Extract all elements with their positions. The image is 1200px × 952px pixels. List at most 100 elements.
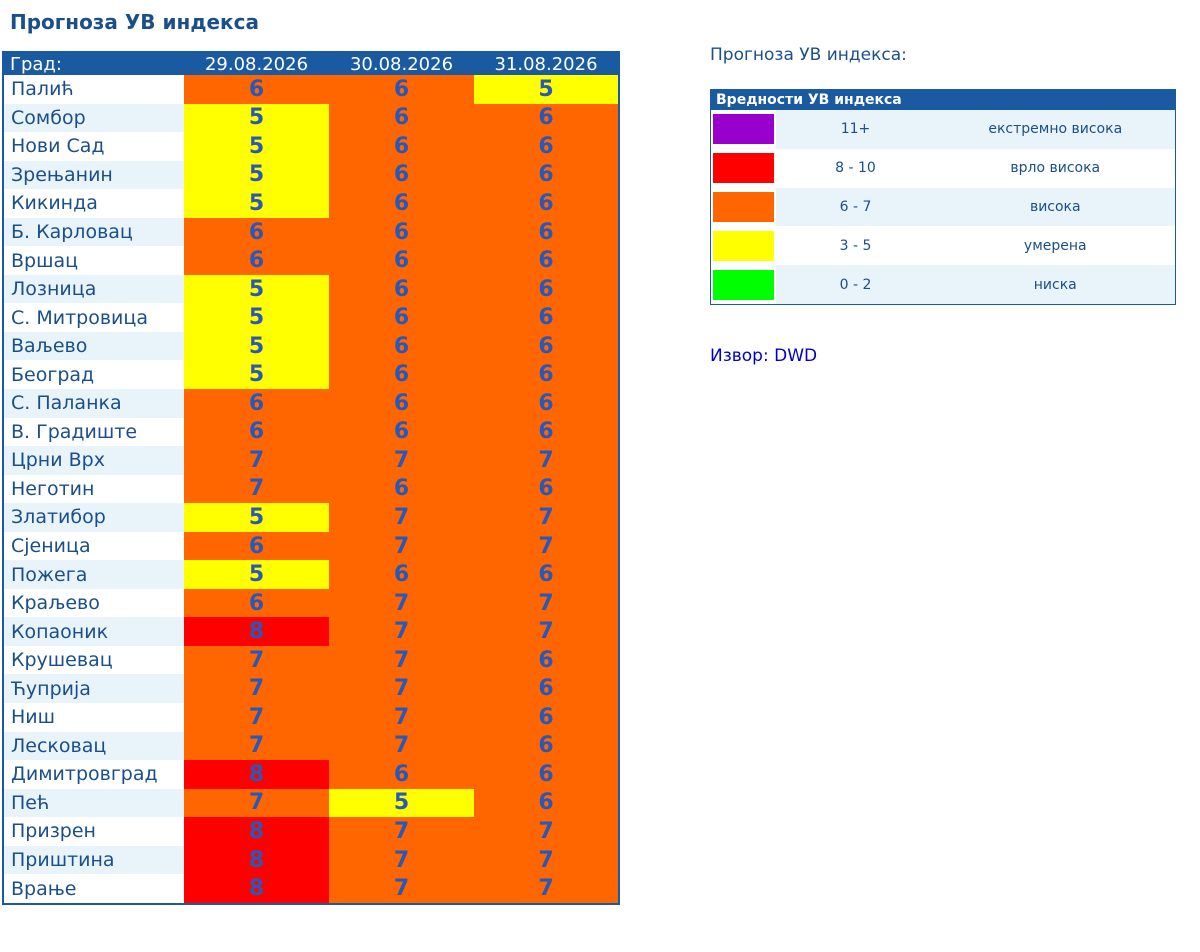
city-name: Златибор	[3, 503, 184, 532]
legend-label: умерена	[935, 226, 1176, 266]
table-row: Кикинда 5 6 6	[3, 189, 619, 218]
uv-value-cell: 7	[184, 474, 329, 504]
uv-value-cell: 7	[329, 617, 474, 646]
legend-table-body: 11+ екстремно висока 8 - 10 врло висока 6 - …	[711, 110, 1176, 305]
uv-value-cell: 6	[329, 189, 474, 218]
uv-value-cell: 6	[184, 75, 329, 104]
uv-value-cell: 7	[329, 588, 474, 618]
city-name: Приштина	[3, 845, 184, 875]
table-row: Зрењанин 5 6 6	[3, 160, 619, 190]
city-name: Лесковац	[3, 731, 184, 761]
uv-value-cell: 7	[329, 874, 474, 904]
city-name: Београд	[3, 360, 184, 390]
uv-value-cell: 7	[184, 674, 329, 704]
uv-value-cell: 6	[474, 189, 619, 218]
table-row: Пожега 5 6 6	[3, 560, 619, 589]
uv-value-cell: 5	[184, 503, 329, 532]
uv-value-cell: 7	[184, 446, 329, 475]
uv-value-cell: 6	[329, 331, 474, 361]
uv-value-cell: 6	[329, 360, 474, 390]
uv-value-cell: 6	[184, 531, 329, 561]
uv-value-cell: 6	[474, 474, 619, 504]
table-row: Ниш 7 7 6	[3, 703, 619, 732]
table-row: Лесковац 7 7 6	[3, 731, 619, 761]
uv-value-cell: 7	[329, 845, 474, 875]
uv-value-cell: 7	[474, 817, 619, 846]
uv-value-cell: 5	[184, 274, 329, 304]
color-swatch	[713, 230, 774, 261]
city-name: Б. Карловац	[3, 217, 184, 247]
uv-value-cell: 8	[184, 845, 329, 875]
legend-row: 8 - 10 врло висока	[711, 148, 1176, 188]
legend-row: 0 - 2 ниска	[711, 265, 1176, 305]
uv-value-cell: 7	[474, 874, 619, 904]
uv-value-cell: 5	[184, 360, 329, 390]
uv-value-cell: 6	[474, 246, 619, 275]
table-row: С. Паланка 6 6 6	[3, 389, 619, 418]
uv-value-cell: 6	[184, 417, 329, 447]
uv-value-cell: 7	[329, 645, 474, 675]
uv-value-cell: 6	[329, 75, 474, 104]
uv-value-cell: 5	[184, 331, 329, 361]
city-name: Врање	[3, 874, 184, 904]
uv-value-cell: 6	[474, 645, 619, 675]
uv-value-cell: 6	[329, 303, 474, 332]
table-row: Краљево 6 7 7	[3, 588, 619, 618]
legend-header-row: Вредности УВ индекса	[710, 89, 1176, 110]
city-name: Краљево	[3, 588, 184, 618]
table-row: Ћуприја 7 7 6	[3, 674, 619, 704]
table-row: Врање 8 7 7	[3, 874, 619, 904]
city-name: Вршац	[3, 246, 184, 275]
date-column-header: 30.08.2026	[329, 52, 474, 75]
source-note: Извор: DWD	[710, 346, 818, 366]
table-row: Вршац 6 6 6	[3, 246, 619, 275]
table-row: Лозница 5 6 6	[3, 274, 619, 304]
uv-value-cell: 6	[474, 389, 619, 418]
uv-value-cell: 7	[474, 531, 619, 561]
uv-value-cell: 5	[329, 788, 474, 818]
uv-value-cell: 6	[474, 274, 619, 304]
city-name: Нови Сад	[3, 132, 184, 161]
uv-value-cell: 7	[184, 731, 329, 761]
uv-value-cell: 6	[474, 731, 619, 761]
uv-value-cell: 7	[184, 788, 329, 818]
city-name: В. Градиште	[3, 417, 184, 447]
uv-value-cell: 5	[184, 303, 329, 332]
city-name: Копаоник	[3, 617, 184, 646]
legend-swatch-cell	[711, 265, 776, 304]
color-swatch	[713, 191, 774, 222]
city-name: Пећ	[3, 788, 184, 818]
uv-value-cell: 5	[184, 103, 329, 133]
city-name: Ниш	[3, 703, 184, 732]
uv-value-cell: 6	[474, 674, 619, 704]
uv-value-cell: 6	[184, 246, 329, 275]
uv-value-cell: 7	[329, 817, 474, 846]
city-name: Ваљево	[3, 331, 184, 361]
table-row: Призрен 8 7 7	[3, 817, 619, 846]
uv-value-cell: 6	[474, 703, 619, 732]
city-column-header: Град:	[3, 52, 184, 75]
uv-value-cell: 7	[329, 503, 474, 532]
uv-value-cell: 7	[474, 446, 619, 475]
color-swatch	[713, 153, 774, 184]
uv-value-cell: 7	[329, 531, 474, 561]
table-row: Сјеница 6 7 7	[3, 531, 619, 561]
table-row: Нови Сад 5 6 6	[3, 132, 619, 161]
legend-range: 0 - 2	[775, 265, 936, 305]
uv-value-cell: 6	[184, 588, 329, 618]
city-name: Кикинда	[3, 189, 184, 218]
legend-row: 6 - 7 висока	[711, 187, 1176, 227]
city-name: Призрен	[3, 817, 184, 846]
city-name: Сјеница	[3, 531, 184, 561]
page-title: Прогноза УВ индекса	[10, 10, 259, 34]
uv-value-cell: 6	[474, 360, 619, 390]
table-row: Б. Карловац 6 6 6	[3, 217, 619, 247]
legend-label: врло висока	[935, 148, 1176, 188]
legend-row: 11+ екстремно висока	[711, 110, 1176, 149]
uv-value-cell: 7	[329, 674, 474, 704]
color-swatch	[713, 269, 774, 300]
city-name: Неготин	[3, 474, 184, 504]
table-row: Димитровград 8 6 6	[3, 760, 619, 789]
table-row: Копаоник 8 7 7	[3, 617, 619, 646]
city-name: Димитровград	[3, 760, 184, 789]
